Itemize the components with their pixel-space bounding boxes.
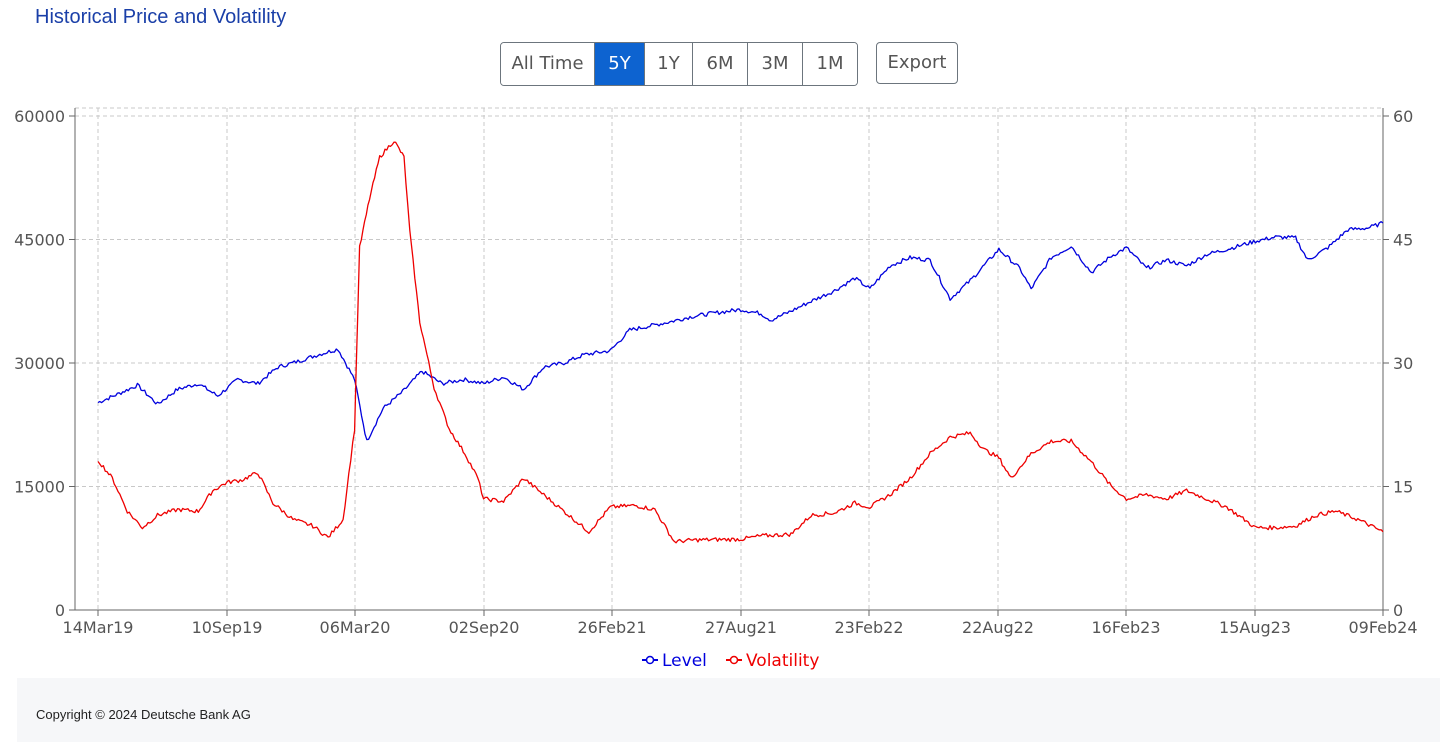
y-left-tick-label: 0: [55, 601, 65, 620]
x-tick-label: 27Aug21: [705, 618, 777, 637]
series-line-volatility: [97, 141, 1384, 544]
x-tick-label: 23Feb22: [834, 618, 903, 637]
series-line-level: [97, 221, 1384, 441]
range-selector: All Time 5Y 1Y 6M 3M 1M: [500, 42, 858, 86]
chart-legend: Level Volatility: [642, 651, 819, 671]
range-all-time-button[interactable]: All Time: [501, 43, 595, 85]
x-tick-label: 15Aug23: [1219, 618, 1291, 637]
x-tick-label: 22Aug22: [962, 618, 1034, 637]
x-tick-label: 02Sep20: [449, 618, 520, 637]
legend-marker-level: [645, 655, 655, 665]
x-tick-label: 10Sep19: [192, 618, 263, 637]
y-left-tick-label: 30000: [14, 354, 65, 373]
range-3m-button[interactable]: 3M: [748, 43, 803, 85]
footer: Copyright © 2024 Deutsche Bank AG: [17, 678, 1440, 742]
y-right-tick-label: 15: [1393, 478, 1413, 497]
y-right-tick-label: 60: [1393, 107, 1413, 126]
y-right-tick-label: 45: [1393, 231, 1413, 250]
y-right-tick-label: 30: [1393, 354, 1413, 373]
x-tick-label: 06Mar20: [320, 618, 391, 637]
y-left-tick-label: 15000: [14, 478, 65, 497]
range-1y-button[interactable]: 1Y: [645, 43, 693, 85]
chart-axes: 0 0 15000 15 30000 30 45000 45 60000 60 14Mar19 10S…: [14, 107, 1417, 637]
y-left-tick-label: 45000: [14, 231, 65, 250]
legend-marker-volatility: [729, 655, 739, 665]
x-tick-label: 16Feb23: [1091, 618, 1160, 637]
copyright-text: Copyright © 2024 Deutsche Bank AG: [36, 707, 251, 722]
export-button[interactable]: Export: [876, 42, 958, 84]
chart-grid: [75, 107, 1383, 610]
price-volatility-chart: 0 0 15000 15 30000 30 45000 45 60000 60 14Mar19 10S…: [14, 107, 1417, 671]
y-left-tick-label: 60000: [14, 107, 65, 126]
x-tick-label: 09Feb24: [1348, 618, 1417, 637]
x-tick-label: 26Feb21: [577, 618, 646, 637]
y-right-tick-label: 0: [1393, 601, 1403, 620]
chart-series: [97, 141, 1384, 544]
legend-label-level: Level: [662, 651, 707, 671]
range-5y-button[interactable]: 5Y: [595, 43, 645, 85]
range-6m-button[interactable]: 6M: [693, 43, 748, 85]
range-1m-button[interactable]: 1M: [803, 43, 857, 85]
x-tick-label: 14Mar19: [63, 618, 134, 637]
chart-title: Historical Price and Volatility: [35, 6, 287, 28]
legend-label-volatility: Volatility: [746, 651, 819, 671]
